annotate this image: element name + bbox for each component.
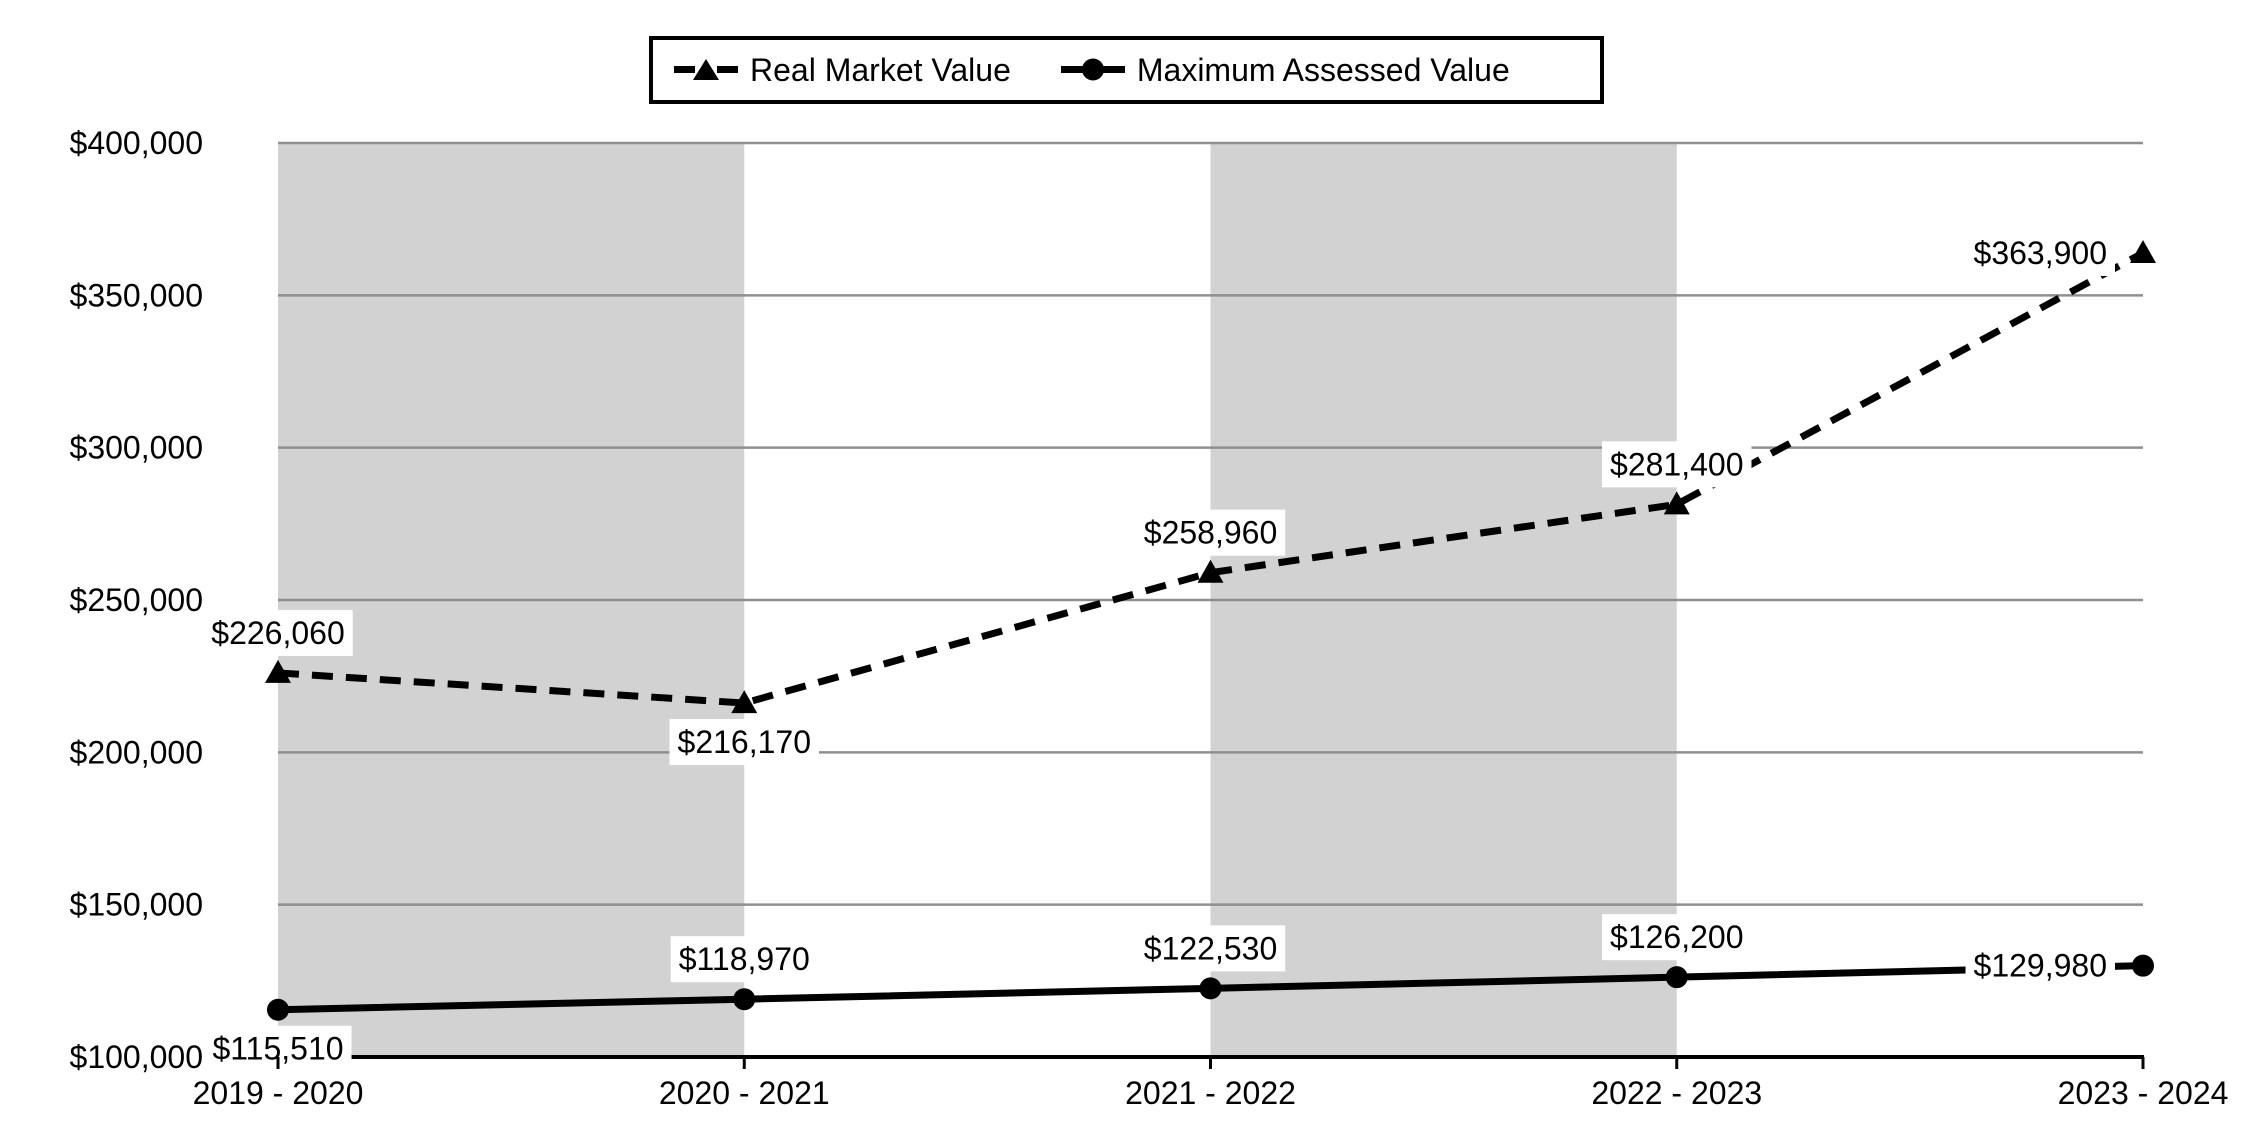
- data-label-background: [203, 609, 353, 656]
- y-axis-tick-label: $100,000: [70, 1039, 203, 1075]
- triangle-marker: [1197, 559, 1224, 583]
- circle-marker: [1665, 966, 1688, 989]
- data-label-background: [1965, 942, 2115, 989]
- circle-marker: [1199, 977, 1222, 1000]
- legend-item-real-market-value: Real Market Value: [674, 54, 1011, 86]
- y-axis-tick-label: $150,000: [70, 887, 203, 923]
- legend-item-maximum-assessed-value: Maximum Assessed Value: [1060, 52, 1510, 88]
- data-label-background: [669, 719, 819, 766]
- triangle-marker: [265, 659, 291, 683]
- data-label-background: [1965, 229, 2115, 276]
- triangle-marker: [2130, 239, 2156, 263]
- x-axis-tick-label: 2020 - 2021: [659, 1075, 830, 1111]
- legend-label-maximum-assessed-value: Maximum Assessed Value: [1136, 52, 1510, 88]
- y-axis-tick-label: $200,000: [70, 734, 203, 770]
- chart-legend: Real Market Value Maximum Assessed Value: [649, 36, 1604, 104]
- data-label-background: [1602, 914, 1752, 961]
- solid-line-circle-marker-icon: [1060, 58, 1125, 81]
- data-label: $281,400: [1610, 446, 1743, 482]
- y-axis-tick-label: $300,000: [70, 430, 203, 466]
- data-label: $258,960: [1144, 515, 1277, 551]
- data-label: $216,170: [678, 724, 811, 760]
- data-label-background: [670, 936, 818, 983]
- data-label: $126,200: [1610, 919, 1743, 955]
- y-axis-tick-label: $250,000: [70, 582, 203, 618]
- data-label: $226,060: [211, 615, 344, 651]
- dashed-line-triangle-marker-icon: [674, 59, 738, 80]
- circle-marker: [267, 998, 289, 1021]
- rmv-series-line: [277, 249, 2145, 707]
- x-axis-tick-label: 2023 - 2024: [2058, 1075, 2229, 1111]
- y-axis-tick-label: $350,000: [70, 277, 203, 313]
- triangle-marker: [731, 690, 758, 714]
- y-axis-tick-label: $400,000: [70, 125, 203, 161]
- data-label-background: [1135, 509, 1286, 556]
- data-label: $363,900: [1974, 235, 2107, 271]
- data-label: $118,970: [679, 941, 810, 977]
- circle-marker: [733, 988, 756, 1011]
- x-axis-tick-label: 2021 - 2022: [1125, 1075, 1296, 1111]
- triangle-marker: [1663, 491, 1690, 515]
- x-axis-tick-label: 2019 - 2020: [193, 1075, 364, 1111]
- data-label: $129,980: [1974, 948, 2107, 984]
- legend-label-real-market-value: Real Market Value: [750, 52, 1011, 88]
- circle-marker: [2132, 954, 2154, 977]
- data-label-background: [1602, 441, 1752, 488]
- x-axis-tick-label: 2022 - 2023: [1591, 1075, 1762, 1111]
- data-label-background: [1135, 925, 1286, 972]
- data-label: $122,530: [1144, 930, 1277, 966]
